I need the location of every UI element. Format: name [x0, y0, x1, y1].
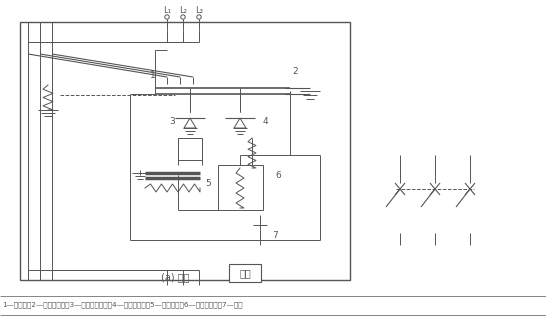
Text: 4: 4: [262, 117, 268, 127]
Text: 2: 2: [292, 68, 298, 76]
Text: 7: 7: [272, 231, 278, 239]
Text: (a) 结构: (a) 结构: [161, 272, 189, 282]
Text: L₂: L₂: [179, 6, 187, 15]
Text: 图一: 图一: [239, 268, 251, 278]
Bar: [20, 22, 350, 280]
Text: 1: 1: [150, 71, 156, 79]
Bar: [178, 138, 202, 160]
Text: L₃: L₃: [195, 6, 203, 15]
Text: 5: 5: [205, 178, 211, 188]
Text: 3: 3: [169, 117, 175, 127]
Bar: [218, 165, 263, 210]
Text: L₁: L₁: [163, 6, 171, 15]
Text: 1—主触头；2—自由脱扣器；3—过电流脱扣器；4—分励脱扣器；5—热脱扣器；6—失压脱扣器；7—按钮: 1—主触头；2—自由脱扣器；3—过电流脱扣器；4—分励脱扣器；5—热脱扣器；6—…: [2, 302, 242, 308]
FancyBboxPatch shape: [229, 264, 261, 282]
Text: 6: 6: [275, 171, 281, 179]
